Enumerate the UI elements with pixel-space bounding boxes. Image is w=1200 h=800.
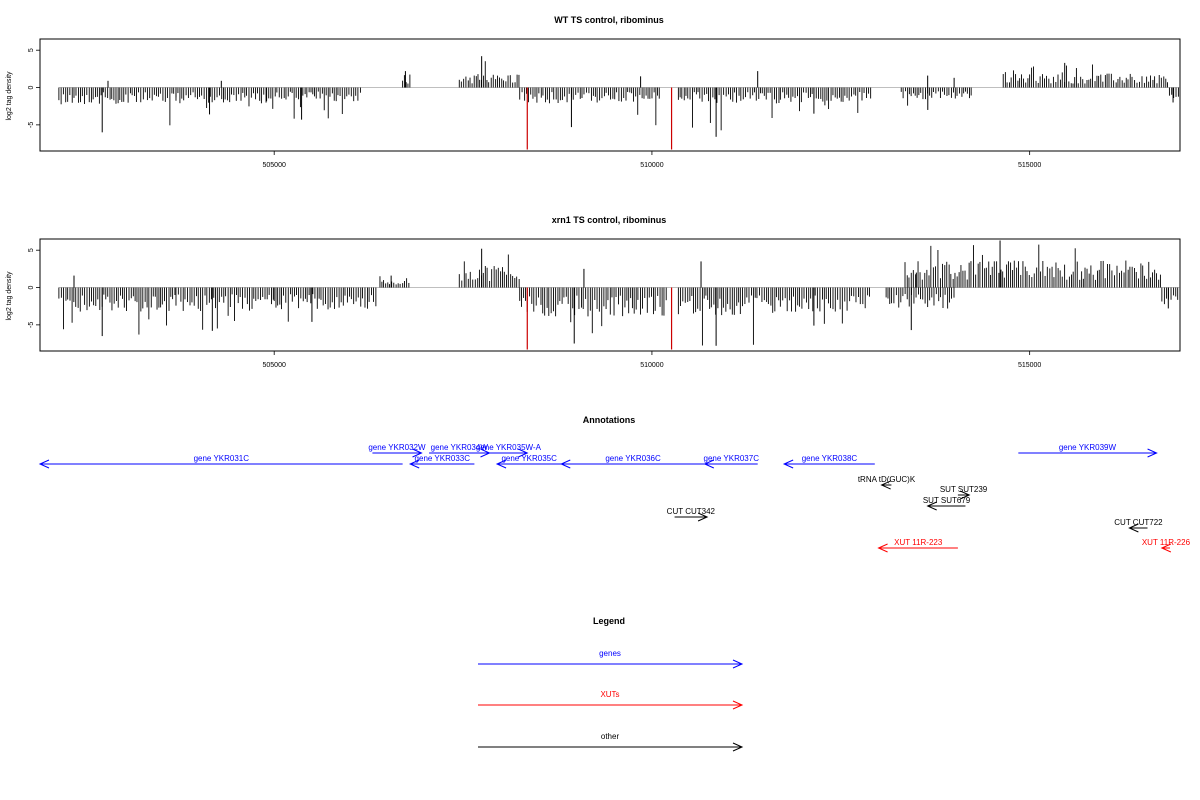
feature-arrow-head — [697, 512, 709, 522]
feature-arrow-head — [560, 459, 571, 469]
legend-title: Legend — [593, 616, 625, 626]
y-tick-label: -5 — [28, 322, 35, 328]
x-tick-label: 515000 — [1018, 362, 1041, 369]
wt-panel-title: WT TS control, ribominus — [554, 15, 664, 25]
legend-arrow-head — [732, 700, 744, 710]
feature-arrow-head — [703, 459, 715, 469]
feature-arrow-head — [518, 448, 529, 458]
feature-arrow-head — [1128, 523, 1139, 533]
xrn1-panel: xrn1 TS control, ribominus log2 tag dens… — [6, 215, 1181, 369]
feature-label: XUT 11R-226 — [1142, 538, 1191, 547]
wt-panel: WT TS control, ribominus log2 tag densit… — [6, 15, 1181, 169]
y-tick-label: 5 — [28, 48, 35, 52]
legend-arrow-head — [732, 742, 744, 752]
feature-label: gene YKR032W — [368, 443, 426, 452]
annotations-title: Annotations — [583, 415, 636, 425]
feature-arrow-head — [926, 501, 937, 511]
feature-arrow-head — [412, 448, 423, 458]
feature-arrow-head — [880, 480, 891, 490]
x-tick-label: 515000 — [1018, 162, 1041, 169]
x-tick-label: 510000 — [640, 162, 663, 169]
feature-arrow-head — [38, 459, 50, 469]
plot-frame — [39, 238, 1181, 352]
legend-label: genes — [599, 649, 621, 658]
xrn1-panel-title: xrn1 TS control, ribominus — [552, 215, 667, 225]
xrn1-plot: -5 0 5 505000 510000 515000 — [28, 238, 1181, 369]
feature-label: CUT CUT722 — [1114, 518, 1163, 527]
feature-arrow-head — [1147, 448, 1158, 458]
wt-y-axis-label: log2 tag density — [6, 71, 13, 121]
feature-label: gene YKR039W — [1059, 443, 1117, 452]
wt-plot: -5 0 5 505000 510000 515000 — [28, 38, 1181, 169]
feature-label: gene YKR037C — [704, 454, 760, 463]
legend-label: other — [601, 732, 620, 741]
xrn1-y-axis-label: log2 tag density — [6, 271, 13, 321]
feature-label: gene YKR034W — [431, 443, 489, 452]
y-tick-label: 0 — [28, 285, 35, 289]
feature-arrow-head — [960, 490, 971, 500]
feature-label: gene YKR033C — [415, 454, 471, 463]
annotation-features: gene YKR031C gene YKR032W gene YKR033C gene… — [38, 443, 1191, 553]
feature-label: gene YKR036C — [605, 454, 661, 463]
feature-arrow-head — [782, 459, 794, 469]
y-tick-label: 5 — [28, 248, 35, 252]
feature-label: gene YKR038C — [802, 454, 858, 463]
legend-label: XUTs — [600, 690, 619, 699]
feature-label: SUT SUT679 — [923, 496, 971, 505]
feature-arrow-head — [877, 543, 888, 553]
feature-label: SUT SUT239 — [940, 485, 988, 494]
y-tick-label: -5 — [28, 122, 35, 128]
feature-label: CUT CUT342 — [667, 507, 716, 516]
x-tick-label: 505000 — [263, 362, 286, 369]
x-tick-label: 505000 — [263, 162, 286, 169]
x-tick-label: 510000 — [640, 362, 663, 369]
plot-frame — [39, 38, 1181, 152]
feature-label: XUT 11R-223 — [894, 538, 943, 547]
feature-label: gene YKR031C — [194, 454, 250, 463]
y-tick-label: 0 — [28, 85, 35, 89]
feature-arrow-head — [408, 459, 420, 469]
feature-arrow-head — [1160, 543, 1172, 553]
legend: Legend genes XUTs other — [478, 616, 744, 752]
legend-arrow-head — [732, 659, 744, 669]
feature-label: gene YKR035W-A — [476, 443, 542, 452]
feature-arrow-head — [495, 459, 507, 469]
feature-label: tRNA tD(GUC)K — [858, 475, 916, 484]
legend-items: genes XUTs other — [478, 649, 744, 752]
feature-label: gene YKR035C — [501, 454, 557, 463]
